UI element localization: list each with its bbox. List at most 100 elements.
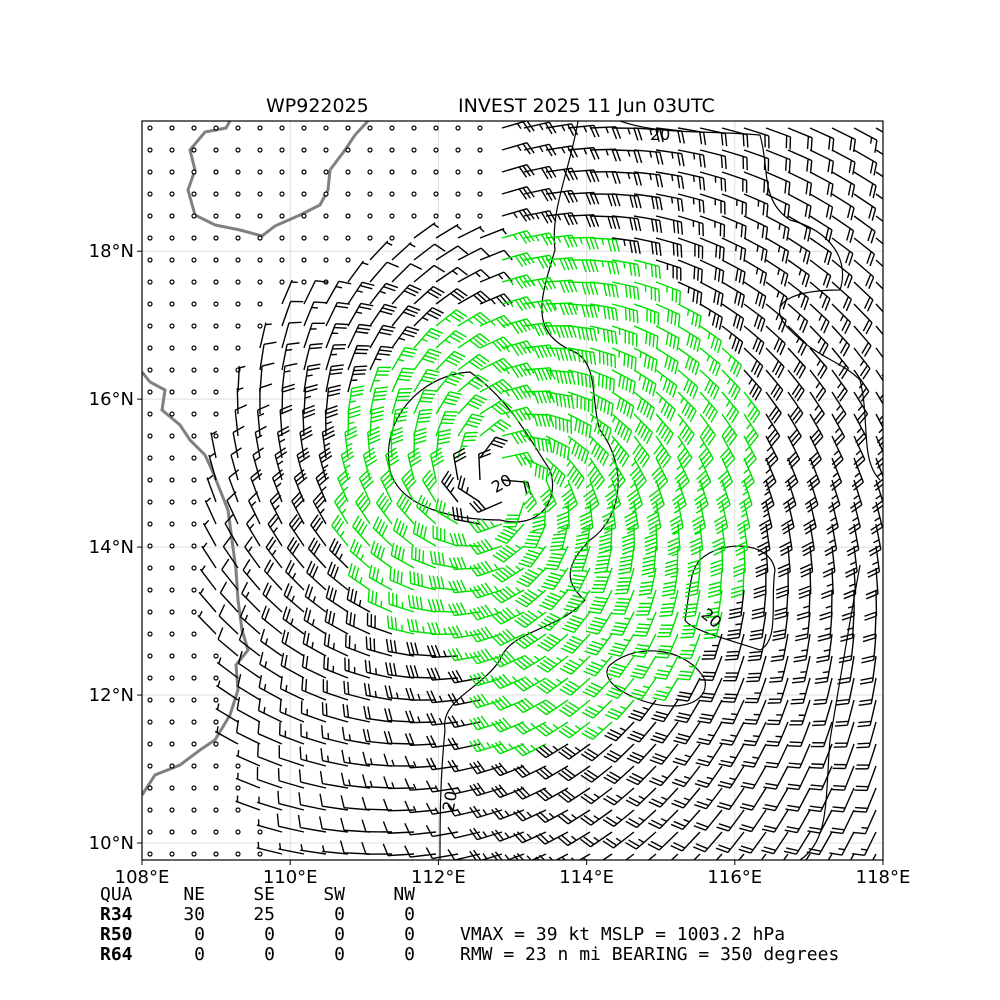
wind-barb (611, 171, 643, 186)
calm-marker (169, 125, 175, 131)
wind-barb (226, 491, 239, 525)
calm-marker (411, 125, 417, 131)
wind-barb (406, 641, 437, 657)
wind-barb (479, 419, 512, 437)
wind-barb (875, 215, 883, 223)
wind-barb (369, 324, 396, 349)
wind-barb (435, 410, 458, 437)
wind-barb (670, 831, 701, 852)
wind-barb (491, 829, 525, 842)
calm-marker (257, 213, 263, 219)
wind-barb (426, 690, 459, 704)
wind-barb (383, 730, 415, 745)
wind-barb (340, 447, 355, 481)
wind-barb (426, 667, 459, 681)
wind-barb (696, 457, 712, 491)
wind-barb (655, 369, 678, 398)
wind-barb (589, 259, 620, 275)
wind-barb (633, 347, 658, 373)
y-tick-label: 16°N (89, 389, 134, 410)
wind-barb (369, 386, 389, 415)
calm-marker (169, 213, 175, 219)
wind-barb (558, 743, 591, 760)
wind-barb (699, 215, 726, 238)
wind-barb (535, 765, 569, 780)
calm-marker (147, 763, 153, 769)
wind-barb (755, 545, 769, 578)
calm-marker (257, 125, 263, 131)
wind-barb (567, 281, 599, 296)
wind-barb (626, 479, 644, 513)
wind-barb (766, 699, 789, 726)
wind-barb (567, 124, 600, 138)
wind-barb (479, 293, 513, 307)
wind-barb (753, 567, 767, 599)
wind-barb (806, 831, 833, 856)
wind-barb (265, 536, 283, 569)
wind-barb (271, 469, 285, 503)
wind-barb (853, 127, 878, 153)
calm-marker (323, 125, 329, 131)
wind-barb (574, 523, 591, 554)
wind-barb (447, 647, 481, 662)
wind-barb (721, 193, 748, 216)
wind-barb (786, 765, 811, 791)
wind-barb (469, 499, 503, 513)
wind-barb (601, 501, 617, 535)
wind-barb (875, 237, 883, 245)
calm-marker (191, 367, 197, 373)
wind-barb (558, 721, 591, 739)
wind-barb (808, 435, 822, 469)
wind-barb (824, 523, 838, 557)
calm-marker (169, 257, 175, 263)
wind-barb (457, 394, 488, 415)
wind-barb (369, 303, 397, 327)
calm-marker (301, 213, 307, 219)
calm-marker (477, 169, 483, 175)
calm-marker (213, 675, 219, 681)
wind-barb (479, 436, 508, 459)
wind-barb (404, 823, 437, 836)
wind-barb (630, 655, 657, 679)
calm-marker (367, 213, 373, 219)
calm-marker (411, 147, 417, 153)
wind-barb (589, 126, 622, 140)
calm-marker (147, 455, 153, 461)
wind-barb (611, 391, 635, 419)
table-cell: SW (323, 884, 345, 905)
wind-barb (744, 677, 767, 704)
wind-barb (864, 589, 878, 621)
wind-barb (523, 435, 553, 453)
wind-barb (633, 171, 664, 188)
wind-barb (625, 809, 657, 829)
wind-barb (831, 303, 852, 334)
wind-barb (234, 404, 248, 437)
wind-barb (779, 523, 793, 557)
info-line: RMW = 23 n mi BEARING = 350 degrees (460, 944, 839, 965)
wind-barb (567, 236, 599, 250)
wind-barb (302, 630, 327, 657)
wind-barb (557, 809, 591, 825)
wind-barb (843, 567, 857, 600)
wind-barb (346, 586, 371, 613)
wind-barb (321, 725, 349, 745)
calm-marker (147, 521, 153, 527)
calm-marker (147, 213, 153, 219)
wind-barb (589, 391, 614, 417)
wind-barb (235, 749, 261, 767)
wind-barb (853, 149, 878, 176)
wind-barb (248, 491, 261, 525)
wind-barb (650, 721, 679, 744)
wind-barb (210, 430, 218, 459)
wind-barb (699, 281, 724, 307)
wind-barb (721, 391, 740, 424)
wind-barb (583, 479, 600, 513)
wind-barb (602, 831, 635, 849)
wind-barb (457, 374, 489, 393)
wind-barb (672, 743, 701, 766)
wind-barb (237, 673, 261, 701)
calm-marker (147, 543, 153, 549)
table-cell: QUA (100, 884, 133, 905)
table-cell: 0 (334, 924, 345, 945)
calm-marker (169, 785, 175, 791)
